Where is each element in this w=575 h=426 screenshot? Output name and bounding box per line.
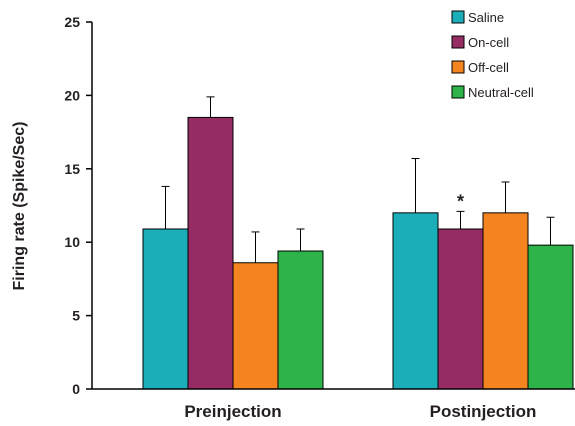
legend-swatch-saline — [451, 10, 465, 24]
bars-layer — [142, 96, 574, 390]
significance-marker: * — [457, 191, 464, 211]
legend-swatch-on-cell — [451, 35, 465, 49]
legend: Saline On-cell Off-cell Neutral-cell — [451, 10, 534, 100]
bar-preinjection-on-cell — [187, 116, 234, 390]
x-tick-label: Postinjection — [430, 402, 537, 421]
bar-postinjection-neutral-cell — [527, 244, 574, 390]
legend-label: Saline — [468, 10, 504, 25]
y-axis-title: Firing rate (Spike/Sec) — [11, 122, 28, 291]
y-tick-label: 10 — [64, 234, 80, 250]
bar-preinjection-neutral-cell — [277, 250, 324, 390]
x-tick-labels-layer: Preinjection Postinjection — [184, 402, 536, 421]
bar-postinjection-on-cell — [437, 228, 484, 390]
bar-postinjection-off-cell — [482, 212, 529, 390]
y-tick-label: 25 — [64, 14, 80, 30]
legend-swatch-neutral-cell — [451, 85, 465, 99]
bar-preinjection-off-cell — [232, 262, 279, 390]
bar-postinjection-saline — [392, 212, 439, 390]
axes-layer — [91, 22, 575, 390]
y-tick-label: 15 — [64, 161, 80, 177]
legend-label: Off-cell — [468, 60, 509, 75]
y-ticks-layer: 0 5 10 15 20 25 — [64, 14, 92, 397]
bar-preinjection-saline — [142, 228, 189, 390]
legend-label: Neutral-cell — [468, 85, 534, 100]
legend-swatch-off-cell — [451, 60, 465, 74]
annotations-layer: * — [457, 191, 464, 211]
y-tick-label: 0 — [72, 381, 80, 397]
x-tick-label: Preinjection — [184, 402, 281, 421]
y-tick-label: 20 — [64, 87, 80, 103]
y-tick-label: 5 — [72, 308, 80, 324]
legend-label: On-cell — [468, 35, 509, 50]
